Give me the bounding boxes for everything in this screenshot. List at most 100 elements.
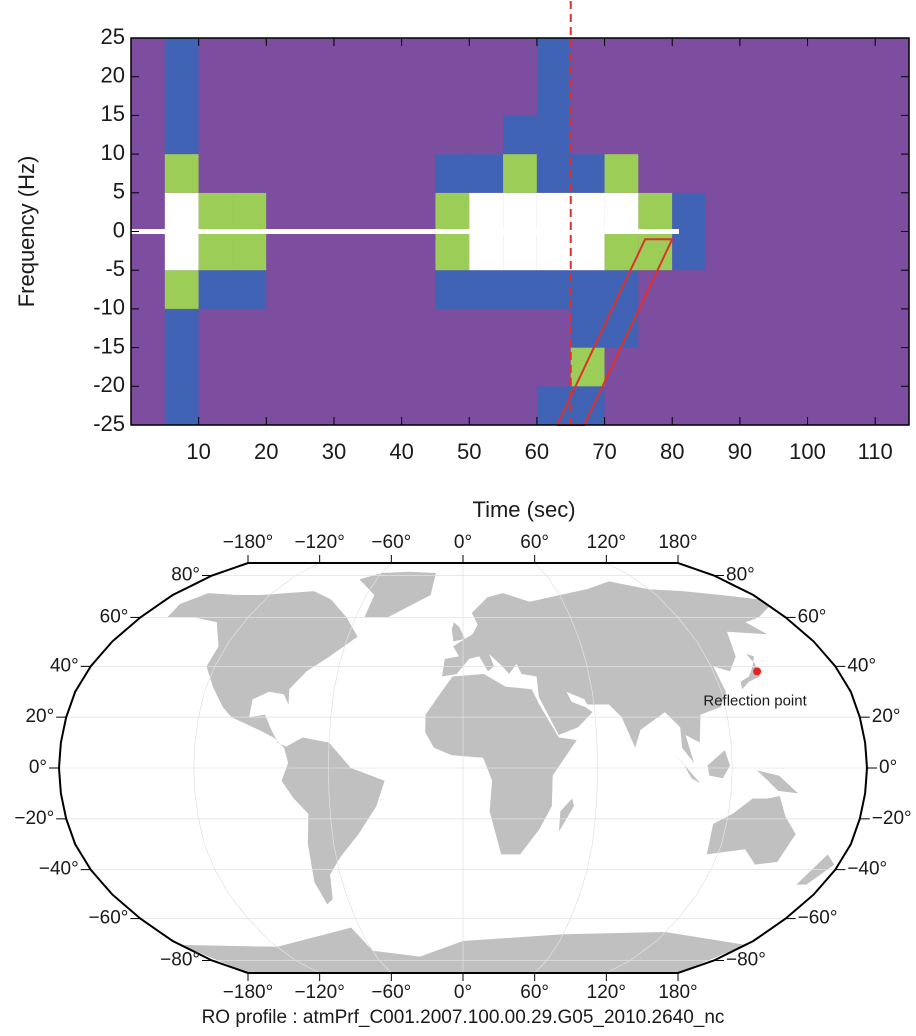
heat-cell <box>875 192 909 232</box>
heat-cell <box>164 347 199 387</box>
heat-cell <box>266 38 301 77</box>
heat-cell <box>164 115 199 155</box>
heat-cell <box>739 270 774 309</box>
land <box>756 770 799 794</box>
heat-cell <box>570 115 605 155</box>
lon-tick-label: −180° <box>223 982 273 1003</box>
heat-cell <box>604 76 639 116</box>
heat-cell <box>333 347 368 387</box>
heat-cell <box>198 115 233 155</box>
lon-tick-label: 180° <box>658 532 697 553</box>
land <box>359 571 436 618</box>
heat-cell <box>875 115 909 155</box>
land <box>558 798 574 832</box>
graticule-lon <box>327 562 392 974</box>
heat-cell <box>333 38 368 77</box>
land <box>707 750 730 779</box>
heat-cell <box>672 231 707 271</box>
heat-cell <box>739 231 774 271</box>
heat-cell <box>739 192 774 232</box>
heat-cell <box>841 154 876 193</box>
lat-tick-label: −20° <box>14 808 54 829</box>
heat-cell <box>638 76 673 116</box>
lon-tick-label: −60° <box>371 532 411 553</box>
heat-cell <box>875 38 909 77</box>
reflection-point <box>753 667 762 676</box>
heat-cell <box>638 154 673 193</box>
lat-tick-label: 60° <box>100 606 129 627</box>
heat-cell <box>266 347 301 387</box>
heat-cell <box>536 347 571 387</box>
heat-cell <box>706 308 740 348</box>
heat-cell <box>875 270 909 309</box>
heat-cell <box>503 115 537 155</box>
land <box>281 737 385 905</box>
lat-tick-label: −40° <box>847 859 887 880</box>
heat-cell <box>807 386 842 425</box>
heat-cell <box>198 38 233 77</box>
heat-cell <box>503 76 537 116</box>
heat-cell <box>333 308 368 348</box>
heat-cell <box>435 270 470 309</box>
heat-cell <box>401 347 436 387</box>
heat-cell <box>401 38 436 77</box>
heat-cell <box>570 270 605 309</box>
heat-cell <box>266 308 301 348</box>
heat-cell <box>773 308 808 348</box>
heat-cell <box>773 115 808 155</box>
heat-cell <box>807 38 842 77</box>
heat-cell <box>672 308 707 348</box>
heat-cell <box>300 270 334 309</box>
heat-cell <box>706 386 740 425</box>
heat-cell <box>773 386 808 425</box>
lon-tick-label: 120° <box>587 982 626 1003</box>
heat-cell <box>367 38 402 77</box>
y-tick-label: 20 <box>101 63 125 88</box>
heat-cell <box>841 76 876 116</box>
heat-cell <box>367 308 402 348</box>
heat-cell <box>333 154 368 193</box>
heat-cell <box>503 386 537 425</box>
land <box>706 796 796 865</box>
heat-cell <box>739 347 774 387</box>
heat-cell <box>469 115 504 155</box>
heat-cell <box>706 76 740 116</box>
heat-cell <box>333 270 368 309</box>
heat-cell <box>469 231 504 271</box>
heat-cell <box>672 270 707 309</box>
heat-cell <box>570 231 605 271</box>
heat-cell <box>841 115 876 155</box>
heat-cell <box>232 38 267 77</box>
heat-cell <box>807 347 842 387</box>
heat-cell <box>164 154 199 193</box>
heat-cell <box>232 231 267 271</box>
x-axis-title: Time (sec) <box>472 497 575 522</box>
heat-cell <box>570 38 605 77</box>
y-tick-label: 5 <box>113 179 125 204</box>
heat-cell <box>536 270 571 309</box>
heat-cell <box>672 115 707 155</box>
heat-cell <box>841 386 876 425</box>
heat-cell <box>131 308 165 348</box>
heat-cell <box>503 270 537 309</box>
heat-cell <box>570 76 605 116</box>
lat-tick-label: 0° <box>29 757 47 778</box>
heat-cell <box>198 270 233 309</box>
heat-cell <box>706 192 740 232</box>
heat-cell <box>672 154 707 193</box>
heat-cell <box>333 115 368 155</box>
heat-cell <box>367 76 402 116</box>
lat-tick-label: −80° <box>160 949 200 970</box>
lat-tick-label: −60° <box>89 908 129 929</box>
heat-cell <box>875 386 909 425</box>
x-tick-label: 50 <box>457 439 481 464</box>
heat-cell <box>367 347 402 387</box>
heat-cell <box>164 76 199 116</box>
heat-cell <box>773 231 808 271</box>
heat-cell <box>367 154 402 193</box>
heat-cell <box>367 115 402 155</box>
heat-cell <box>807 308 842 348</box>
heat-cell <box>604 38 639 77</box>
heat-cell <box>300 115 334 155</box>
heat-cell <box>536 154 571 193</box>
